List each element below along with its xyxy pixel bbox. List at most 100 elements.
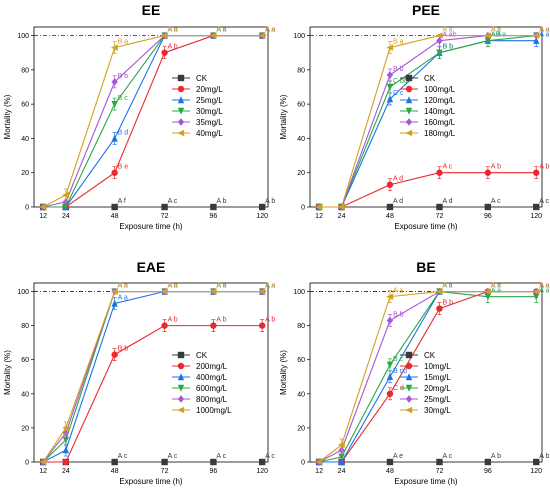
x-tick-label: 120: [530, 468, 542, 475]
data-point: [209, 288, 217, 295]
y-axis-label: Mortality (%): [3, 350, 12, 395]
y-tick-label: 20: [21, 425, 29, 432]
x-axis-label: Exposure time (h): [119, 222, 182, 231]
data-point: [436, 203, 443, 211]
legend-entry: 20mg/L: [196, 85, 223, 94]
legend-swatch-marker: [405, 107, 413, 115]
data-point: [436, 458, 443, 466]
significance-label: A a: [265, 283, 275, 290]
data-point: [160, 32, 168, 39]
series-20mg-l: B e A b A a A a: [39, 27, 275, 211]
significance-label: A a: [168, 27, 178, 34]
significance-label: A a: [539, 283, 549, 290]
data-point: [161, 203, 168, 211]
significance-label: B b: [442, 300, 453, 307]
x-tick-label: 96: [209, 213, 217, 220]
data-point: [435, 32, 443, 39]
data-point: [386, 458, 394, 466]
significance-label: A a: [168, 27, 178, 34]
significance-label: B b: [442, 44, 453, 51]
significance-label: A a: [491, 283, 501, 290]
data-point: [62, 424, 70, 432]
significance-label: A f: [118, 198, 126, 205]
y-tick-label: 20: [297, 170, 305, 177]
x-axis-label: Exposure time (h): [119, 477, 182, 486]
significance-label: A a: [442, 283, 452, 290]
significance-label: A b: [265, 198, 275, 205]
x-tick-label: 12: [315, 213, 323, 220]
data-point: [111, 100, 118, 108]
significance-label: A d: [393, 198, 403, 205]
legend-swatch-marker: [405, 118, 413, 126]
legend-swatch-marker: [177, 129, 185, 137]
legend-swatch-marker: [177, 406, 185, 414]
significance-label: A a: [539, 283, 549, 290]
significance-label: A a: [216, 27, 226, 34]
panel-pee: 0 20 40 60 80 100 12 24 48 72 96 120 Exposure time (…: [279, 2, 549, 231]
significance-label: A a: [216, 283, 226, 290]
legend-entry: 140mg/L: [424, 107, 456, 116]
series-line: [43, 325, 263, 463]
x-tick-label: 48: [111, 468, 119, 475]
data-point: [533, 169, 540, 176]
data-point: [386, 373, 394, 380]
significance-label: B a: [393, 39, 404, 46]
significance-label: C c: [393, 90, 404, 97]
y-axis-label: Mortality (%): [279, 350, 288, 395]
legend-swatch-marker: [405, 373, 413, 381]
significance-label: B b: [118, 346, 129, 353]
significance-label: A c: [265, 453, 275, 460]
legend-entry: 200mg/L: [196, 362, 228, 371]
legend-swatch-marker: [177, 373, 185, 381]
x-tick-label: 24: [338, 468, 346, 475]
significance-label: A b: [168, 317, 178, 324]
legend-entry: 600mg/L: [196, 384, 228, 393]
data-point: [62, 191, 70, 199]
significance-label: A b: [216, 198, 226, 205]
data-point: [110, 288, 118, 295]
legend: CK 20mg/L 25mg/L 30mg/L 35mg/L 40mg/L: [172, 74, 223, 138]
series-line: [42, 290, 263, 463]
series-line: [42, 290, 263, 463]
x-tick-label: 72: [436, 213, 444, 220]
legend-entry: 40mg/L: [196, 129, 223, 138]
data-point: [386, 95, 394, 103]
y-tick-label: 20: [297, 425, 305, 432]
significance-label: A c: [216, 453, 226, 460]
data-point: [484, 203, 492, 211]
significance-label: A a: [393, 288, 403, 295]
legend-swatch-marker: [405, 384, 413, 392]
data-point: [209, 32, 217, 39]
data-point: [533, 37, 540, 44]
data-point: [386, 71, 394, 79]
y-axis-label: Mortality (%): [3, 94, 12, 139]
legend-entry: 400mg/L: [196, 373, 228, 382]
significance-label: A a: [265, 27, 275, 34]
series-line: [43, 35, 263, 208]
significance-label: A d: [393, 176, 403, 183]
data-point: [436, 169, 443, 176]
significance-label: A a: [216, 27, 226, 34]
significance-label: B b: [393, 312, 404, 319]
significance-label: A a: [442, 283, 452, 290]
x-tick-label: 96: [484, 468, 492, 475]
x-axis-label: Exposure time (h): [394, 222, 457, 231]
legend-entry: 800mg/L: [196, 395, 228, 404]
y-tick-label: 40: [297, 136, 305, 143]
y-tick-label: 100: [293, 289, 305, 296]
data-point: [62, 458, 70, 466]
x-tick-label: 48: [386, 468, 394, 475]
significance-label: C bc: [393, 78, 408, 85]
significance-label: A a: [168, 283, 178, 290]
y-tick-label: 80: [21, 323, 29, 330]
legend-swatch-marker: [177, 351, 185, 359]
significance-label: A a: [265, 27, 275, 34]
y-tick-label: 60: [297, 102, 305, 109]
significance-label: A a: [118, 283, 128, 290]
panel-title: BE: [416, 259, 435, 275]
series-line: [319, 35, 537, 208]
series-40mg-l: B a A a A a A a: [39, 27, 275, 211]
significance-label: A a: [216, 283, 226, 290]
